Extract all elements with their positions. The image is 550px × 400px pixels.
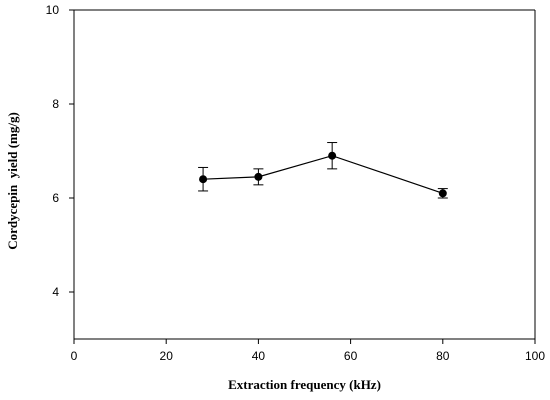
plot-frame	[73, 9, 536, 340]
y-tick-label: 10	[46, 3, 60, 17]
data-point	[199, 175, 208, 184]
series-group	[198, 142, 448, 199]
y-axis-title: Cordycepin yield (mg/g)	[5, 112, 20, 250]
x-tick-label: 60	[344, 349, 358, 363]
x-tick-label: 100	[525, 349, 545, 363]
x-tick-label: 20	[160, 349, 174, 363]
y-tick-label: 8	[52, 97, 59, 111]
x-tick-label: 80	[436, 349, 450, 363]
data-point	[438, 189, 447, 198]
x-axis-title: Extraction frequency (kHz)	[228, 377, 381, 392]
data-point	[328, 151, 337, 160]
y-tick-label: 6	[52, 191, 59, 205]
x-tick-label: 0	[71, 349, 78, 363]
data-point	[254, 172, 263, 181]
y-tick-label: 4	[52, 285, 59, 299]
x-axis-ticks: 0 20 40 60 80 100	[71, 339, 545, 363]
series-line	[203, 155, 443, 194]
x-tick-label: 40	[252, 349, 266, 363]
y-axis-ticks: 4 6 8 10	[46, 3, 74, 299]
